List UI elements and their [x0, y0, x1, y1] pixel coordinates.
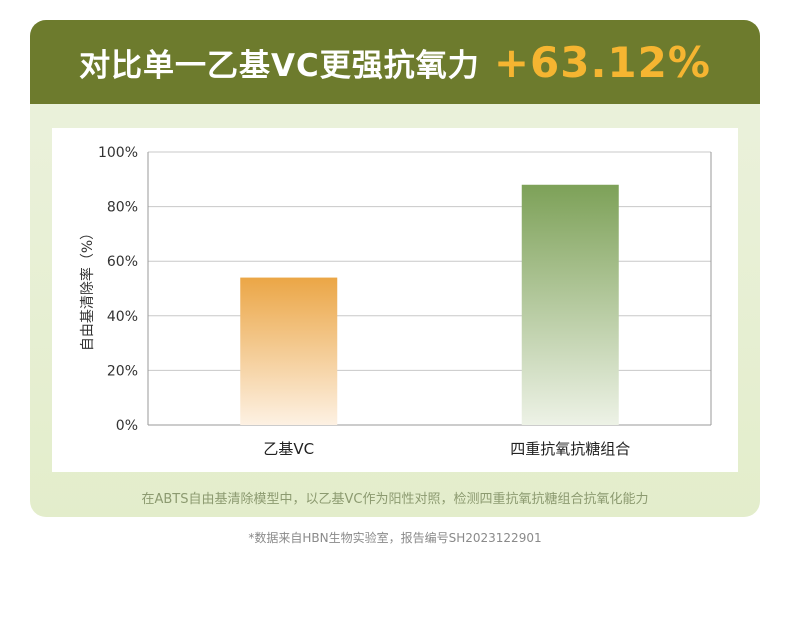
bar-1 [240, 277, 338, 425]
bar-2 [521, 184, 619, 425]
y-axis-label: 自由基清除率（%） [79, 226, 96, 351]
header-banner: 对比单一乙基VC更强抗氧力 +63.12% [30, 20, 760, 104]
y-tick-label: 40% [107, 309, 138, 325]
y-tick-label: 20% [107, 363, 138, 379]
y-tick-label: 80% [107, 200, 138, 216]
y-tick-label: 60% [107, 254, 138, 270]
x-category-label: 四重抗氧抗糖组合 [510, 440, 630, 458]
header-title: 对比单一乙基VC更强抗氧力 [79, 47, 480, 84]
y-tick-label: 0% [116, 418, 138, 434]
y-tick-label: 100% [98, 145, 138, 161]
x-category-label: 乙基VC [263, 440, 314, 458]
source-note: *数据来自HBN生物实验室，报告编号SH2023122901 [248, 531, 542, 545]
header-highlight-value: +63.12% [493, 37, 711, 87]
method-note: 在ABTS自由基清除模型中，以乙基VC作为阳性对照，检测四重抗氧抗糖组合抗氧化能… [141, 492, 649, 507]
result-card: 对比单一乙基VC更强抗氧力 +63.12% 0% 20% 40% 60% 80% 100%… [30, 20, 760, 517]
chart-panel: 0% 20% 40% 60% 80% 100% 自由基清除率（%） 乙基VC 四重抗氧抗糖组合 [52, 128, 738, 472]
bar-chart: 0% 20% 40% 60% 80% 100% 自由基清除率（%） 乙基VC 四重抗氧抗糖组合 [79, 145, 712, 458]
